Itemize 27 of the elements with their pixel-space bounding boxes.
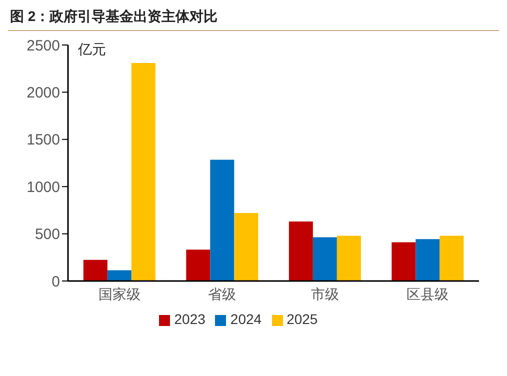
bar [83, 260, 108, 281]
bar [336, 236, 361, 281]
legend-label: 2025 [286, 311, 318, 327]
chart-title: 图 2：政府引导基金出资主体对比 [8, 8, 499, 31]
x-tick-label: 国家级 [98, 286, 140, 302]
bar [234, 213, 258, 281]
bar [416, 239, 440, 281]
legend-label: 2024 [230, 311, 262, 327]
bar [210, 160, 234, 281]
y-tick-label: 2000 [26, 84, 60, 102]
bar [312, 237, 337, 281]
y-tick-label: 2500 [26, 37, 60, 54]
x-tick-label: 省级 [208, 286, 236, 302]
y-tick-label: 1000 [26, 178, 60, 196]
legend-label: 2023 [174, 311, 206, 327]
y-tick-label: 500 [34, 226, 60, 244]
bar [392, 242, 416, 281]
bar [131, 63, 156, 281]
y-tick-label: 1500 [26, 132, 60, 149]
bar [186, 250, 210, 281]
bar [440, 236, 464, 281]
y-tick-label: 0 [52, 273, 60, 290]
bar [288, 222, 313, 281]
x-tick-label: 市级 [310, 286, 339, 302]
x-tick-label: 区县级 [406, 286, 449, 302]
y-axis-title: 亿元 [78, 41, 106, 59]
bar [107, 270, 132, 281]
